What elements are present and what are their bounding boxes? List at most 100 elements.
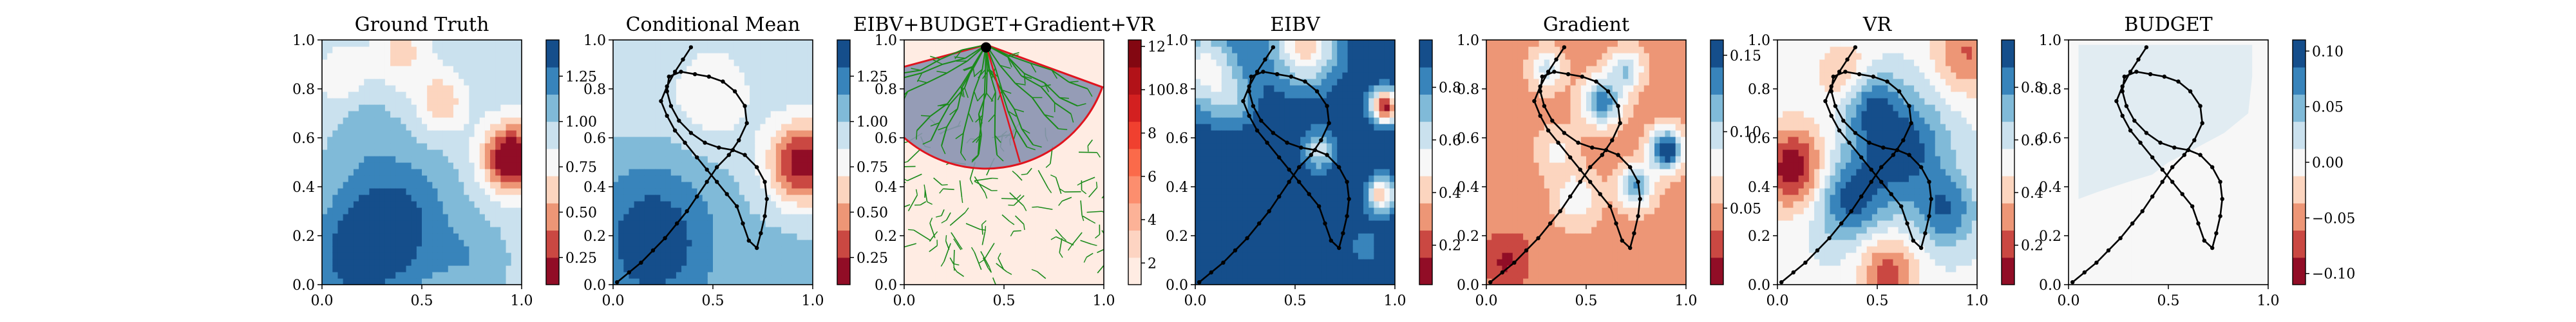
- heatmap-cell: [427, 40, 433, 47]
- heatmap-cell: [384, 265, 391, 272]
- heatmap-cell: [1206, 111, 1212, 118]
- branch-edge: [1087, 88, 1093, 97]
- heatmap-cell: [781, 66, 787, 73]
- heatmap-cell: [765, 207, 772, 214]
- heatmap-cell: [437, 117, 444, 124]
- heatmap-cell: [904, 188, 910, 195]
- heatmap-cell: [755, 201, 761, 208]
- heatmap-cell: [676, 72, 682, 79]
- heatmap-cell: [629, 98, 635, 105]
- tree-edge: [945, 235, 947, 242]
- heatmap-cell: [422, 156, 428, 163]
- heatmap-cell: [416, 98, 422, 105]
- waypoint-marker: [705, 167, 709, 172]
- heatmap-cell: [914, 246, 921, 253]
- heatmap-cell: [786, 79, 792, 86]
- heatmap-cell: [379, 72, 386, 79]
- heatmap-cell: [411, 162, 417, 169]
- heatmap-cell: [634, 124, 640, 131]
- heatmap-cell: [770, 188, 777, 195]
- heatmap-cell: [629, 156, 635, 163]
- heatmap-cell: [506, 137, 512, 144]
- heatmap-cell: [1072, 265, 1078, 272]
- heatmap-cell: [687, 124, 692, 131]
- heatmap-cell: [374, 91, 381, 99]
- heatmap-cell: [432, 124, 439, 131]
- heatmap-cell: [327, 79, 333, 86]
- heatmap-cell: [374, 137, 381, 144]
- heatmap-cell: [728, 156, 735, 163]
- heatmap-cell: [516, 117, 522, 124]
- heatmap-cell: [639, 233, 645, 240]
- heatmap-cell: [1035, 162, 1041, 169]
- heatmap-cell: [697, 91, 703, 99]
- heatmap-cell: [930, 46, 936, 53]
- heatmap-cell: [775, 66, 782, 73]
- tree-edge: [933, 177, 943, 186]
- heatmap-cell: [1051, 162, 1057, 169]
- heatmap-cell: [353, 53, 359, 60]
- heatmap-cell: [781, 265, 787, 272]
- heatmap-cell: [374, 111, 381, 118]
- heatmap-cell: [469, 175, 475, 182]
- heatmap-cell: [495, 111, 501, 118]
- heatmap-cell: [623, 104, 630, 111]
- heatmap-cell: [374, 188, 381, 195]
- heatmap-cell: [395, 265, 401, 272]
- heatmap-cell: [1083, 220, 1089, 227]
- heatmap-cell: [348, 59, 354, 66]
- heatmap-cell: [364, 130, 370, 137]
- heatmap-cell: [978, 252, 983, 260]
- heatmap-cell: [634, 194, 640, 202]
- branch-edge: [973, 91, 978, 102]
- heatmap-cell: [427, 194, 433, 202]
- heatmap-cell: [687, 278, 692, 285]
- heatmap-cell: [998, 252, 1005, 260]
- heatmap-cell: [332, 240, 339, 247]
- heatmap-cell: [401, 137, 407, 144]
- heatmap-cell: [739, 207, 745, 214]
- heatmap-cell: [920, 246, 926, 253]
- heatmap-cell: [353, 227, 359, 234]
- heatmap-cell: [506, 79, 512, 86]
- heatmap-cell: [1041, 259, 1046, 266]
- heatmap-cell: [469, 214, 475, 221]
- heatmap-cell: [1035, 40, 1041, 47]
- heatmap-cell: [988, 201, 994, 208]
- heatmap-cell: [1077, 59, 1083, 66]
- heatmap-cell: [687, 246, 692, 253]
- heatmap-cell: [1019, 240, 1026, 247]
- heatmap-cell: [618, 111, 624, 118]
- heatmap-cell: [332, 201, 339, 208]
- heatmap-cell: [495, 40, 501, 47]
- heatmap-cell: [1030, 214, 1036, 221]
- heatmap-cell: [786, 240, 792, 247]
- heatmap-cell: [925, 272, 931, 279]
- heatmap-cell: [359, 130, 365, 137]
- heatmap-cell: [961, 194, 968, 202]
- heatmap-cell: [479, 188, 486, 195]
- heatmap-cell: [1035, 272, 1041, 279]
- waypoint-marker: [746, 238, 752, 243]
- heatmap-cell: [728, 162, 735, 169]
- heatmap-cell: [775, 124, 782, 131]
- heatmap-cell: [406, 240, 412, 247]
- heatmap-cell: [629, 137, 635, 144]
- heatmap-cell: [660, 201, 667, 208]
- heatmap-cell: [474, 188, 480, 195]
- branch-edge: [978, 93, 987, 115]
- heatmap-cell: [390, 85, 396, 92]
- heatmap-cell: [384, 124, 391, 131]
- heatmap-cell: [1077, 182, 1083, 189]
- heatmap-cell: [707, 259, 714, 266]
- heatmap-cell: [464, 149, 470, 156]
- heatmap-cell: [459, 79, 464, 86]
- heatmap-cell: [676, 46, 682, 53]
- heatmap-cell: [697, 117, 703, 124]
- heatmap-cell: [750, 111, 755, 118]
- heatmap-cell: [998, 265, 1005, 272]
- heatmap-cell: [459, 124, 464, 131]
- heatmap-cell: [474, 111, 480, 118]
- heatmap-cell: [332, 252, 339, 260]
- heatmap-cell: [1030, 182, 1036, 189]
